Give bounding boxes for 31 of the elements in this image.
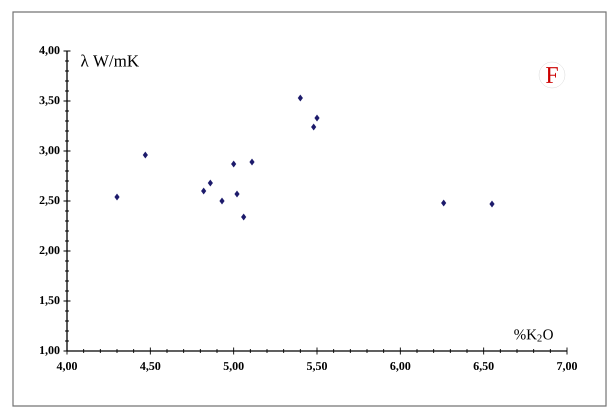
y-tick-label: 1,50 — [40, 296, 60, 306]
x-tick-label: 6,50 — [474, 362, 494, 372]
point — [201, 188, 206, 194]
y-axis-title: λ W/mK — [80, 54, 139, 67]
x-tick-label: 4,50 — [140, 362, 160, 372]
point — [231, 160, 236, 168]
point — [234, 190, 240, 198]
point — [114, 194, 120, 200]
annotation: F — [546, 67, 558, 83]
x-tick-label: 6,00 — [390, 362, 410, 372]
y-tick-label: 3,00 — [40, 146, 60, 156]
y-tick-label: 3,50 — [40, 96, 60, 106]
y-tick-label: 1,00 — [40, 346, 60, 356]
y-tick-label: 2,00 — [40, 246, 60, 256]
point — [311, 124, 316, 130]
point — [441, 200, 446, 206]
y-tick-label: 4,00 — [39, 46, 60, 56]
point — [314, 114, 320, 122]
x-tick-label: 7,00 — [557, 362, 578, 372]
point — [241, 214, 246, 220]
x-axis-title: %K$_{2}$O — [514, 329, 553, 342]
x-tick-label: 5,50 — [307, 362, 327, 372]
y-tick-label: 2,50 — [40, 196, 60, 206]
point — [208, 180, 213, 186]
point — [219, 198, 225, 204]
point — [489, 200, 495, 208]
x-tick-label: 4,00 — [56, 362, 77, 372]
x-tick-label: 5,00 — [224, 362, 244, 372]
point — [249, 158, 255, 166]
point — [142, 152, 148, 158]
point — [298, 94, 303, 102]
